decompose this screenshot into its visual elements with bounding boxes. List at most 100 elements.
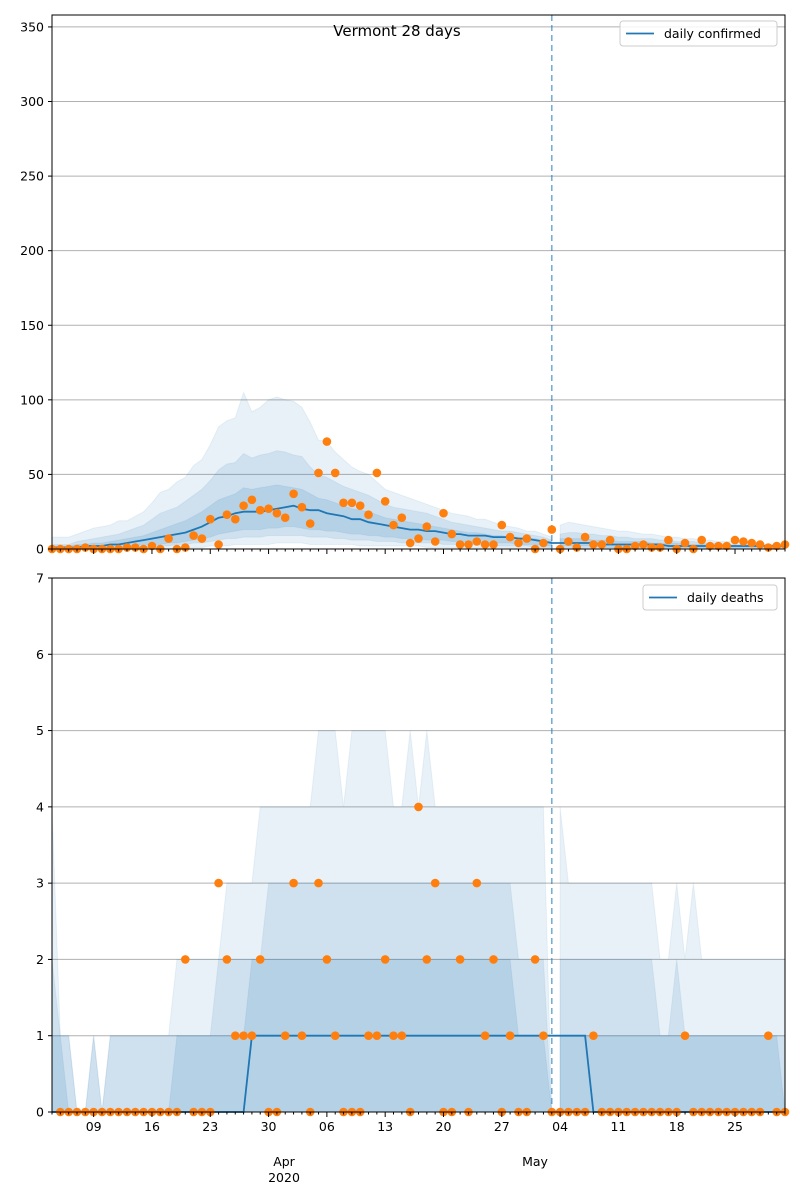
observed-point — [639, 540, 648, 549]
observed-point — [630, 541, 640, 551]
observed-point — [231, 514, 240, 524]
observed-point — [339, 498, 348, 508]
y-tick-label: 3 — [36, 876, 44, 891]
observed-point — [505, 532, 515, 542]
observed-point — [364, 1031, 373, 1040]
observed-point — [497, 520, 507, 530]
observed-point — [280, 1031, 290, 1040]
observed-point — [480, 540, 490, 549]
x-tick-label: 25 — [727, 1119, 743, 1134]
observed-point — [564, 537, 573, 546]
observed-point — [222, 510, 232, 519]
x-tick-label: 23 — [202, 1119, 218, 1134]
observed-point — [755, 540, 765, 549]
x-tick-label: 04 — [552, 1119, 568, 1134]
y-tick-label: 0 — [36, 1105, 44, 1120]
observed-point — [705, 541, 715, 551]
y-tick-label: 0 — [36, 542, 44, 557]
observed-point — [206, 514, 215, 524]
observed-point — [214, 878, 223, 888]
observed-point — [389, 1031, 398, 1040]
observed-point — [314, 468, 323, 478]
observed-point — [447, 529, 457, 539]
observed-point — [264, 504, 273, 513]
chart-title: Vermont 28 days — [333, 22, 461, 40]
observed-point — [514, 538, 523, 548]
y-tick-label: 5 — [36, 723, 44, 738]
observed-point — [680, 538, 690, 548]
legend-label: daily confirmed — [664, 26, 761, 41]
observed-point — [397, 1031, 407, 1040]
observed-point — [430, 537, 440, 546]
y-tick-label: 100 — [20, 392, 44, 407]
y-tick-label: 6 — [36, 647, 44, 662]
observed-point — [414, 534, 423, 543]
observed-point — [364, 510, 373, 519]
observed-point — [580, 532, 590, 542]
month-label-apr: Apr — [273, 1154, 295, 1169]
observed-point — [464, 540, 473, 549]
observed-point — [380, 497, 390, 506]
confidence-band — [559, 1035, 786, 1113]
observed-point — [405, 538, 415, 548]
observed-point — [322, 437, 332, 446]
observed-point — [247, 495, 257, 505]
observed-point — [680, 1031, 690, 1040]
x-tick-label: 13 — [377, 1119, 393, 1134]
observed-point — [772, 541, 781, 551]
x-tick-label: 16 — [144, 1119, 160, 1134]
y-tick-label: 50 — [28, 467, 44, 482]
observed-point — [539, 538, 548, 548]
observed-point — [655, 543, 665, 552]
observed-point — [355, 501, 365, 511]
observed-point — [539, 1031, 548, 1040]
observed-point — [181, 955, 190, 964]
y-tick-label: 1 — [36, 1028, 44, 1043]
observed-point — [505, 1031, 515, 1040]
observed-point — [747, 538, 756, 548]
observed-point — [305, 519, 315, 528]
y-tick-label: 7 — [36, 571, 44, 586]
observed-point — [647, 543, 656, 552]
x-tick-label: 20 — [436, 1119, 452, 1134]
observed-point — [189, 531, 198, 540]
observed-point — [697, 535, 706, 545]
observed-point — [480, 1031, 490, 1040]
observed-point — [414, 802, 423, 812]
observed-point — [380, 955, 390, 964]
legend-box — [619, 20, 778, 47]
y-tick-label: 250 — [20, 169, 44, 184]
observed-point — [472, 878, 482, 888]
observed-point — [730, 535, 740, 545]
x-tick-label: 06 — [319, 1119, 335, 1134]
observed-point — [247, 1031, 257, 1040]
observed-point — [372, 1031, 382, 1040]
observed-point — [714, 541, 723, 551]
y-tick-label: 150 — [20, 318, 44, 333]
observed-point — [422, 522, 432, 531]
observed-point — [255, 505, 265, 515]
observed-point — [239, 1031, 248, 1040]
observed-point — [664, 535, 673, 545]
deaths-legend: daily deaths — [642, 584, 778, 611]
observed-point — [131, 543, 140, 552]
observed-point — [314, 878, 323, 888]
observed-point — [397, 513, 407, 522]
observed-point — [739, 537, 748, 546]
observed-point — [214, 540, 223, 549]
observed-point — [289, 489, 298, 499]
observed-point — [530, 955, 540, 964]
observed-point — [372, 468, 382, 478]
confirmed-legend: daily confirmed — [619, 20, 778, 47]
observed-point — [280, 513, 290, 522]
observed-point — [297, 502, 307, 512]
observed-point — [597, 540, 607, 549]
observed-point — [222, 955, 232, 964]
observed-point — [455, 540, 465, 549]
x-tick-label: 09 — [86, 1119, 102, 1134]
observed-point — [422, 955, 432, 964]
observed-point — [81, 543, 90, 552]
observed-point — [430, 878, 440, 888]
y-tick-label: 4 — [36, 799, 44, 814]
